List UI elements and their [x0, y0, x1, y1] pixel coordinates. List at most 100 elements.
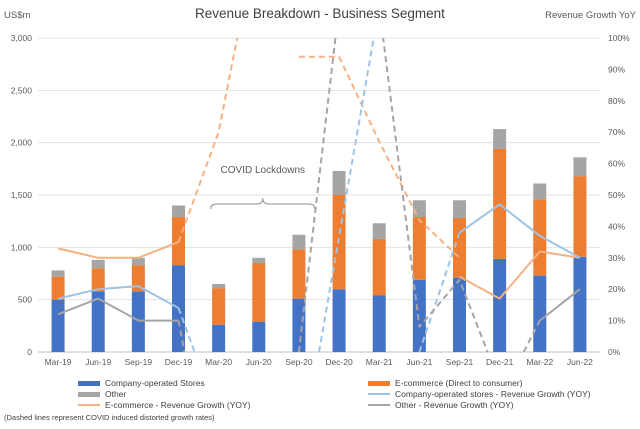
bar-other: [453, 200, 466, 219]
x-tick-label: Jun-21: [406, 357, 432, 367]
right-tick-label: 0%: [608, 347, 621, 357]
bar-ecommerce: [51, 276, 65, 300]
bar-stores: [51, 299, 65, 352]
left-tick-label: 3,000: [11, 33, 33, 43]
growth-lines: [57, 38, 581, 352]
bar-other: [412, 200, 426, 217]
bar-stores: [332, 289, 346, 352]
x-tick-label: Jun-19: [85, 357, 111, 367]
bars: [51, 129, 587, 352]
legend-item-stores-growth: Company-operated stores - Revenue Growth…: [368, 389, 591, 399]
covid-bracket: [210, 197, 316, 210]
bar-stores: [493, 258, 507, 352]
left-tick-label: 0: [27, 347, 32, 357]
right-tick-label: 30%: [608, 253, 625, 263]
gridlines: [38, 37, 600, 353]
growth-line-other: [177, 320, 186, 352]
axes: 0 500 1,000 1,500 2,000 2,500 3,000 0% 10% 20% 30%…: [11, 33, 630, 367]
bar-stores: [372, 295, 386, 352]
growth-line-ecommerce: [57, 241, 179, 259]
growth-line-other: [539, 288, 581, 322]
x-tick-label: Dec-21: [486, 357, 514, 367]
x-tick-label: Mar-19: [45, 357, 72, 367]
bar-stores: [252, 321, 266, 352]
right-tick-label: 40%: [608, 221, 625, 231]
growth-line-ecommerce: [459, 250, 581, 300]
x-tick-label: Sep-20: [285, 357, 313, 367]
bar-ecommerce: [573, 176, 587, 257]
legend-swatch-stores: [78, 380, 100, 386]
right-tick-label: 80%: [608, 96, 625, 106]
bar-other: [332, 170, 346, 195]
bar-stores: [212, 324, 226, 352]
legend-label: Other - Revenue Growth (YOY): [395, 400, 514, 410]
bar-stores: [533, 275, 547, 352]
right-tick-label: 100%: [608, 33, 630, 43]
legend-item-other: Other: [78, 389, 126, 399]
x-tick-label: Sep-19: [125, 357, 153, 367]
left-tick-label: 1,500: [11, 190, 33, 200]
bar-other: [212, 283, 226, 289]
bar-stores: [292, 298, 306, 352]
left-tick-label: 1,000: [11, 242, 33, 252]
growth-line-other: [382, 38, 489, 352]
legend-label: E-commerce - Revenue Growth (YOY): [105, 400, 251, 410]
bar-ecommerce: [453, 218, 466, 278]
right-tick-label: 20%: [608, 284, 625, 294]
legend-label: E-commerce (Direct to consumer): [395, 378, 523, 388]
legend-swatch-other-growth: [368, 404, 390, 406]
legend-swatch-ecommerce: [368, 380, 390, 386]
growth-line-stores: [177, 307, 196, 352]
bar-other: [172, 205, 185, 217]
bar-stores: [131, 291, 145, 352]
covid-annotation-label: COVID Lockdowns: [221, 165, 305, 176]
bar-other: [372, 223, 386, 239]
legend-swatch-other: [78, 391, 100, 397]
bar-stores: [573, 256, 587, 352]
right-tick-label: 50%: [608, 190, 625, 200]
chart-title: Revenue Breakdown - Business Segment: [195, 6, 445, 21]
bar-other: [252, 257, 266, 264]
bar-ecommerce: [91, 268, 105, 292]
bar-ecommerce: [252, 263, 266, 322]
bar-ecommerce: [412, 216, 426, 280]
x-tick-label: Mar-21: [366, 357, 393, 367]
growth-line-ecommerce: [298, 55, 461, 259]
x-tick-label: Sep-21: [446, 357, 474, 367]
bar-ecommerce: [292, 249, 306, 299]
right-tick-label: 10%: [608, 316, 625, 326]
x-tick-label: Mar-20: [205, 357, 232, 367]
bar-stores: [453, 277, 466, 352]
x-tick-label: Dec-19: [165, 357, 193, 367]
growth-line-other: [57, 297, 179, 322]
x-tick-label: Jun-22: [567, 357, 593, 367]
bar-other: [51, 270, 65, 277]
legend-item-other-growth: Other - Revenue Growth (YOY): [368, 400, 514, 410]
legend-item-ecommerce: E-commerce (Direct to consumer): [368, 378, 523, 388]
growth-line-stores: [458, 203, 581, 259]
legend-item-ecommerce-growth: E-commerce - Revenue Growth (YOY): [78, 400, 250, 410]
left-tick-label: 2,000: [11, 138, 33, 148]
covid-annotation: COVID Lockdowns: [210, 165, 316, 210]
bar-stores: [91, 291, 105, 352]
bar-other: [131, 257, 145, 266]
legend-label: Company-operated stores - Revenue Growth…: [395, 389, 591, 399]
bar-other: [573, 157, 587, 177]
bar-other: [292, 234, 306, 250]
bar-ecommerce: [131, 265, 145, 292]
right-tick-label: 90%: [608, 64, 625, 74]
right-tick-label: 60%: [608, 159, 625, 169]
growth-line-ecommerce: [177, 38, 239, 243]
legend-label: Other: [105, 389, 127, 399]
left-tick-label: 2,500: [11, 85, 33, 95]
growth-line-other: [297, 38, 337, 352]
growth-line-other: [522, 320, 541, 352]
growth-line-stores: [318, 38, 375, 352]
legend-swatch-ecommerce-growth: [78, 404, 100, 406]
chart-footnote: (Dashed lines represent COVID induced di…: [4, 413, 215, 422]
x-tick-label: Dec-20: [325, 357, 353, 367]
bar-other: [493, 129, 507, 149]
growth-line-stores: [57, 285, 179, 309]
growth-line-stores: [418, 232, 461, 352]
